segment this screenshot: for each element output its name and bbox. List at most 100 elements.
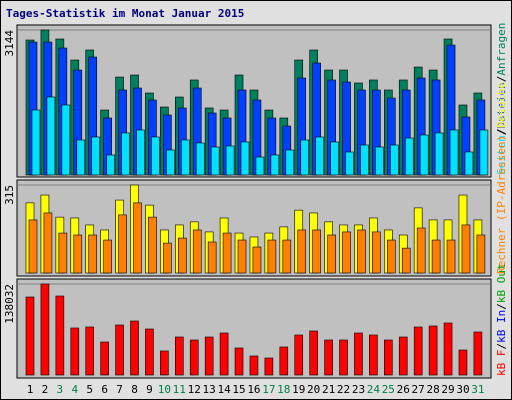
x-tick-label: 4 bbox=[71, 383, 78, 396]
x-tick-label: 10 bbox=[158, 383, 171, 396]
bar bbox=[339, 339, 348, 376]
bar bbox=[151, 136, 160, 176]
bar bbox=[145, 328, 154, 376]
bar bbox=[219, 332, 229, 376]
bar bbox=[118, 214, 127, 274]
bar bbox=[133, 202, 142, 274]
bar bbox=[46, 96, 56, 176]
x-tick-label: 14 bbox=[217, 383, 231, 396]
bar bbox=[222, 232, 232, 274]
bar bbox=[58, 232, 68, 274]
bar bbox=[354, 332, 363, 376]
bar bbox=[297, 229, 307, 274]
bar bbox=[130, 320, 139, 376]
x-tick-label: 27 bbox=[412, 383, 425, 396]
bar bbox=[195, 142, 205, 176]
x-tick-label: 8 bbox=[131, 383, 138, 396]
x-tick-label: 12 bbox=[188, 383, 201, 396]
bar bbox=[189, 339, 199, 376]
x-tick-label: 20 bbox=[307, 383, 320, 396]
bar bbox=[428, 325, 438, 376]
legend-entry: kB Out bbox=[495, 263, 508, 303]
x-tick-label: 29 bbox=[441, 383, 454, 396]
bar bbox=[416, 227, 426, 274]
bar bbox=[207, 241, 217, 274]
legend: kB F/kB In/kB Out bbox=[495, 263, 508, 376]
x-tick-label: 19 bbox=[292, 383, 305, 396]
bar bbox=[175, 336, 184, 376]
legend-entry: Anfragen bbox=[495, 23, 508, 76]
bar bbox=[449, 129, 459, 176]
bar bbox=[312, 229, 321, 274]
y-tick-label: 315 bbox=[3, 185, 16, 205]
x-tick-label: 15 bbox=[232, 383, 245, 396]
x-tick-label: 3 bbox=[57, 383, 64, 396]
bar bbox=[384, 339, 393, 376]
bar bbox=[100, 341, 109, 376]
bar bbox=[431, 239, 441, 274]
bar bbox=[267, 239, 277, 274]
x-tick-label: 26 bbox=[397, 383, 410, 396]
legend-entry: Rechner (IP-Adressen) bbox=[495, 135, 508, 274]
bar bbox=[25, 296, 35, 376]
bar bbox=[390, 144, 399, 176]
x-tick-label: 5 bbox=[86, 383, 93, 396]
bar bbox=[342, 231, 351, 274]
legend-separator: / bbox=[495, 303, 508, 310]
bar bbox=[61, 104, 71, 176]
bar bbox=[136, 129, 145, 176]
chart-title: Tages-Statistik im Monat Januar 2015 bbox=[6, 7, 244, 20]
x-tick-label: 25 bbox=[382, 383, 395, 396]
legend: Seiten/Dateien/Anfragen bbox=[495, 23, 508, 175]
bar bbox=[309, 330, 318, 376]
x-tick-label: 11 bbox=[173, 383, 186, 396]
bar bbox=[360, 144, 369, 176]
bar bbox=[458, 349, 468, 376]
bar bbox=[282, 239, 292, 274]
bar bbox=[28, 219, 38, 274]
bar bbox=[315, 136, 324, 176]
bar bbox=[210, 146, 220, 176]
bar bbox=[91, 136, 101, 176]
bar bbox=[76, 139, 86, 176]
bar bbox=[181, 139, 190, 176]
bar bbox=[473, 331, 483, 376]
bar bbox=[252, 246, 262, 274]
bar bbox=[413, 326, 423, 376]
bar bbox=[404, 137, 414, 176]
bar bbox=[40, 283, 50, 376]
legend-entry: Seiten bbox=[495, 135, 508, 175]
bar bbox=[372, 231, 381, 274]
bar bbox=[264, 357, 274, 376]
bar bbox=[285, 149, 295, 176]
x-tick-label: 30 bbox=[456, 383, 469, 396]
bar bbox=[446, 239, 456, 274]
bar bbox=[106, 154, 115, 176]
bar bbox=[88, 234, 98, 274]
bar bbox=[369, 334, 378, 376]
bar bbox=[103, 239, 112, 274]
legend-separator: / bbox=[495, 129, 508, 136]
legend-entry: kB In bbox=[495, 310, 508, 343]
x-tick-label: 17 bbox=[262, 383, 275, 396]
bar bbox=[345, 151, 354, 176]
bar bbox=[160, 350, 169, 376]
bar bbox=[234, 347, 244, 376]
x-tick-label: 13 bbox=[203, 383, 216, 396]
bar bbox=[148, 216, 157, 274]
legend-entry: Dateien bbox=[495, 82, 508, 128]
bar bbox=[73, 234, 83, 274]
bar bbox=[192, 229, 202, 274]
bar bbox=[70, 327, 80, 376]
bar bbox=[330, 141, 339, 176]
x-tick-label: 31 bbox=[471, 383, 484, 396]
bar bbox=[55, 295, 65, 376]
bar bbox=[461, 224, 471, 274]
legend-separator: / bbox=[495, 128, 508, 135]
bar bbox=[479, 129, 489, 176]
bar bbox=[178, 237, 187, 274]
legend-separator: / bbox=[495, 76, 508, 83]
x-tick-label: 22 bbox=[337, 383, 350, 396]
bar bbox=[324, 339, 333, 376]
